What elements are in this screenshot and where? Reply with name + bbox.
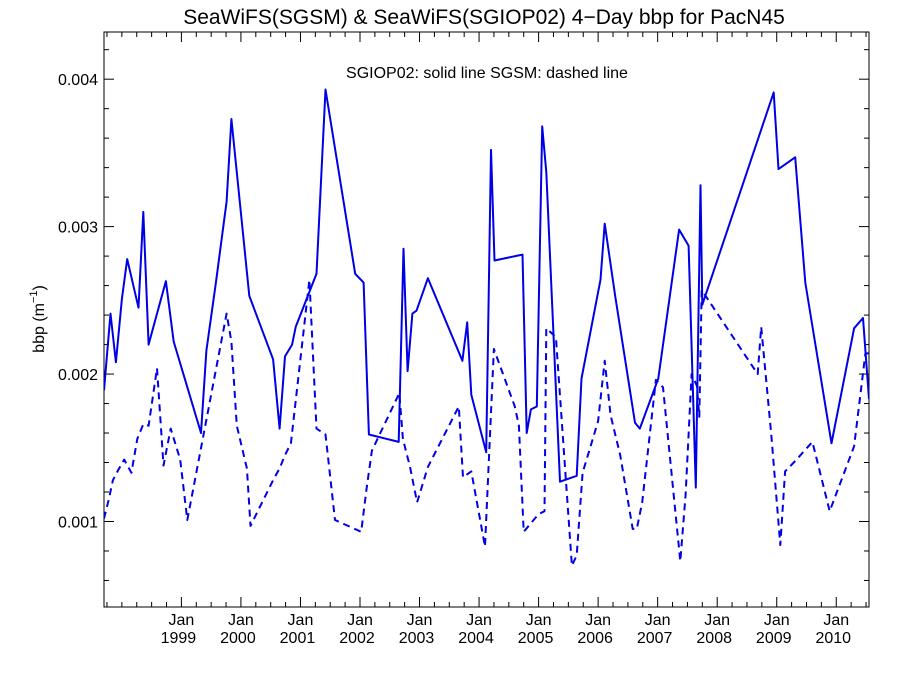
x-tick-year-label: 2010 (815, 630, 851, 647)
x-tick-month-label: Jan (585, 612, 611, 629)
x-tick-month-label: Jan (526, 612, 552, 629)
y-tick-label: 0.003 (58, 220, 98, 237)
x-tick-year-label: 2002 (339, 630, 375, 647)
x-tick-year-label: 1999 (161, 630, 197, 647)
y-axis-ticks: 0.001 0.002 0.003 0.004 (58, 49, 869, 581)
x-tick-year-label: 2001 (280, 630, 316, 647)
x-tick-month-label: Jan (407, 612, 433, 629)
y-axis-label: bbp (m−1) (28, 285, 48, 353)
x-tick-month-label: Jan (228, 612, 254, 629)
series-line-dashed (104, 278, 869, 567)
series-layer (104, 88, 869, 567)
y-tick-label: 0.001 (58, 514, 98, 531)
x-tick-year-label: 2000 (220, 630, 256, 647)
x-tick-month-label: Jan (704, 612, 730, 629)
x-tick-year-label: 2009 (756, 630, 792, 647)
series-line-solid (104, 88, 869, 489)
axes-frame (103, 31, 870, 608)
x-tick-year-label: 2007 (637, 630, 673, 647)
x-tick-month-label: Jan (288, 612, 314, 629)
plot-frame (103, 31, 870, 608)
legend-annotation: SGIOP02: solid line SGSM: dashed line (346, 65, 628, 82)
x-tick-month-label: Jan (466, 612, 492, 629)
x-tick-year-label: 2005 (518, 630, 554, 647)
y-axis-label-superscript: −1 (28, 290, 40, 303)
x-tick-month-label: Jan (347, 612, 373, 629)
chart-title: SeaWiFS(SGSM) & SeaWiFS(SGIOP02) 4−Day b… (183, 6, 785, 29)
x-tick-year-label: 2004 (458, 630, 494, 647)
x-tick-month-label: Jan (645, 612, 671, 629)
x-tick-month-label: Jan (764, 612, 790, 629)
x-tick-year-label: 2008 (696, 630, 732, 647)
x-tick-month-label: Jan (823, 612, 849, 629)
x-tick-month-label: Jan (168, 612, 194, 629)
y-axis-label-suffix: ) (31, 285, 48, 290)
x-tick-year-label: 2006 (577, 630, 613, 647)
x-tick-year-label: 2003 (399, 630, 435, 647)
y-tick-label: 0.002 (58, 367, 98, 384)
y-tick-label: 0.004 (58, 72, 98, 89)
x-axis-ticks: Jan1999Jan2000Jan2001Jan2002Jan2003Jan20… (106, 32, 867, 647)
y-axis-label-main: bbp (m (31, 303, 48, 353)
